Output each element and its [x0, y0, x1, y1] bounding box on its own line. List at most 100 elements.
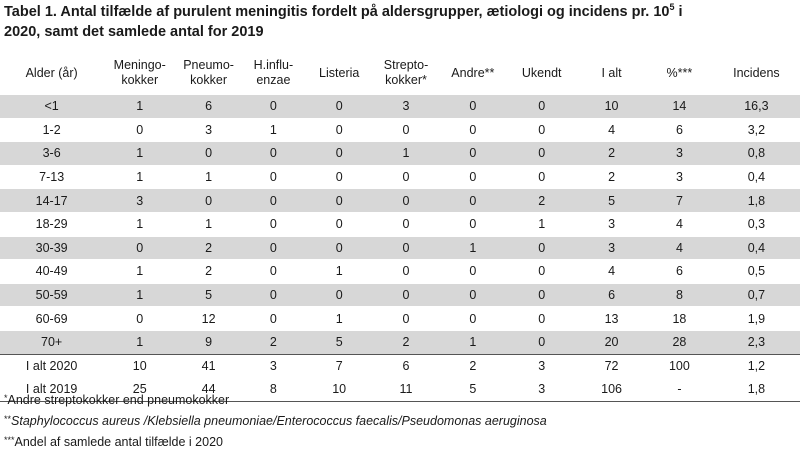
table-cell: 0: [305, 282, 373, 307]
table-cell: 0: [439, 306, 507, 331]
column-header-line: kokker: [190, 73, 227, 87]
column-header: Listeria: [306, 52, 373, 95]
table-cell: 6: [176, 94, 241, 119]
table-cell: 6: [646, 259, 713, 284]
table-cell: 7: [305, 353, 373, 378]
table-cell: 106: [577, 377, 646, 402]
table-cell: 0: [372, 306, 440, 331]
table-cell: 18: [646, 306, 713, 331]
row-label: 7-13: [0, 164, 104, 189]
table-cell: 2: [577, 141, 646, 166]
footnote-marker: **: [4, 414, 12, 424]
table-cell: 0: [372, 164, 440, 189]
table-cell: 1: [439, 329, 507, 355]
table-cell: 1: [305, 259, 373, 284]
table-cell: 4: [646, 235, 713, 260]
table-cell: 0: [305, 141, 373, 166]
footnote-text: Andel af samlede antal tilfælde i 2020: [14, 435, 223, 449]
table-cell: 0: [103, 235, 177, 260]
title-line-1: Tabel 1. Antal tilfælde af purulent meni…: [4, 2, 796, 22]
table-cell: 0: [103, 117, 177, 142]
column-header: Incidens: [713, 52, 800, 95]
table-cell: 1: [103, 164, 177, 189]
table-cell: 3: [577, 235, 646, 260]
table-cell: 1: [103, 141, 177, 166]
table-row: 60-69 0 12 0 1 0 0 0 13 18 1,9: [0, 306, 800, 331]
table-cell: 100: [646, 353, 713, 378]
table-cell: 0: [506, 282, 578, 307]
row-label: 14-17: [0, 188, 104, 213]
row-label: <1: [0, 94, 104, 119]
table-cell: 0: [439, 117, 507, 142]
table-cell: 5: [439, 377, 507, 402]
table-cell: 2: [176, 259, 241, 284]
column-header: Ukendt: [506, 52, 577, 95]
table-cell: 25: [103, 377, 177, 402]
footnotes: *Andre streptokokker end pneumokokker **…: [4, 388, 794, 451]
table-row: 40-49 1 2 0 1 0 0 0 4 6 0,5: [0, 259, 800, 284]
column-header: I alt: [577, 52, 646, 95]
footnote-2: **Staphylococcus aureus /Klebsiella pneu…: [4, 409, 794, 430]
table-cell: 44: [176, 377, 241, 402]
table-row: 30-39 0 2 0 0 0 1 0 3 4 0,4: [0, 235, 800, 260]
table-row: I alt 2020 10 41 3 7 6 2 3 72 100 1,2: [0, 353, 800, 378]
column-header-line: Strepto-: [383, 58, 429, 72]
table-row: 70+ 1 9 2 5 2 1 0 20 28 2,3: [0, 329, 800, 355]
column-header-line: H.influ-: [253, 58, 294, 72]
column-header-line: %***: [666, 65, 693, 80]
table-cell: 13: [577, 306, 646, 331]
table-cell: 0: [439, 282, 507, 307]
title-text-end: i: [674, 4, 683, 20]
table-row: 3-6 1 0 0 0 1 0 0 2 3 0,8: [0, 141, 800, 166]
table-cell: 0: [372, 259, 440, 284]
table-cell: 0,5: [712, 259, 800, 284]
title-text: Tabel 1. Antal tilfælde af purulent meni…: [4, 4, 670, 20]
table-cell: 6: [372, 353, 440, 378]
table-cell: 0: [372, 282, 440, 307]
table-cell: 5: [176, 282, 241, 307]
table-cell: 2: [240, 329, 306, 355]
footnote-3: ***Andel af samlede antal tilfælde i 202…: [4, 430, 794, 451]
table-cell: 0: [176, 141, 241, 166]
table-cell: 0: [372, 117, 440, 142]
table-cell: 1,9: [712, 306, 800, 331]
table-cell: 0: [240, 211, 306, 237]
table-cell: 11: [372, 377, 440, 402]
table-cell: 28: [646, 329, 713, 355]
table-row: 14-17 3 0 0 0 0 0 2 5 7 1,8: [0, 188, 800, 213]
table-cell: 0: [506, 259, 578, 284]
table-cell: 0,7: [712, 282, 800, 307]
table-cell: 0: [506, 94, 578, 119]
table-row: 7-13 1 1 0 0 0 0 0 2 3 0,4: [0, 164, 800, 189]
table-cell: 0,4: [712, 235, 800, 260]
table-cell: 3: [506, 353, 578, 378]
table-cell: 14: [646, 94, 713, 119]
column-header-line: enzae: [256, 73, 291, 87]
table-cell: 1: [176, 164, 241, 189]
table-cell: 41: [176, 353, 241, 378]
table-cell: 1: [103, 94, 177, 119]
table-cell: 4: [646, 211, 713, 237]
footnote-text: Staphylococcus aureus /Klebsiella pneumo…: [11, 414, 547, 428]
table-cell: 0: [372, 211, 440, 237]
column-header: Strepto-kokker*: [373, 52, 440, 95]
table-cell: 0,3: [712, 211, 800, 237]
row-label: 1-2: [0, 117, 104, 142]
table-cell: 0: [506, 164, 578, 189]
table-cell: 7: [646, 188, 713, 213]
table-cell: 0: [506, 117, 578, 142]
table-cell: 1: [103, 211, 177, 237]
column-header-line: Andre**: [451, 65, 495, 80]
table-cell: 0: [305, 235, 373, 260]
footnote-1: *Andre streptokokker end pneumokokker: [4, 388, 794, 409]
table-cell: 10: [577, 94, 646, 119]
table-cell: 0: [240, 188, 306, 213]
table-cell: 0: [305, 188, 373, 213]
table-cell: 0: [372, 188, 440, 213]
table-row: 50-59 1 5 0 0 0 0 0 6 8 0,7: [0, 282, 800, 307]
table-row: 1-2 0 3 1 0 0 0 0 4 6 3,2: [0, 117, 800, 142]
table-cell: 0: [240, 282, 306, 307]
column-header-line: Ukendt: [521, 65, 562, 80]
table-cell: 3: [372, 94, 440, 119]
table-cell: 0: [103, 306, 177, 331]
